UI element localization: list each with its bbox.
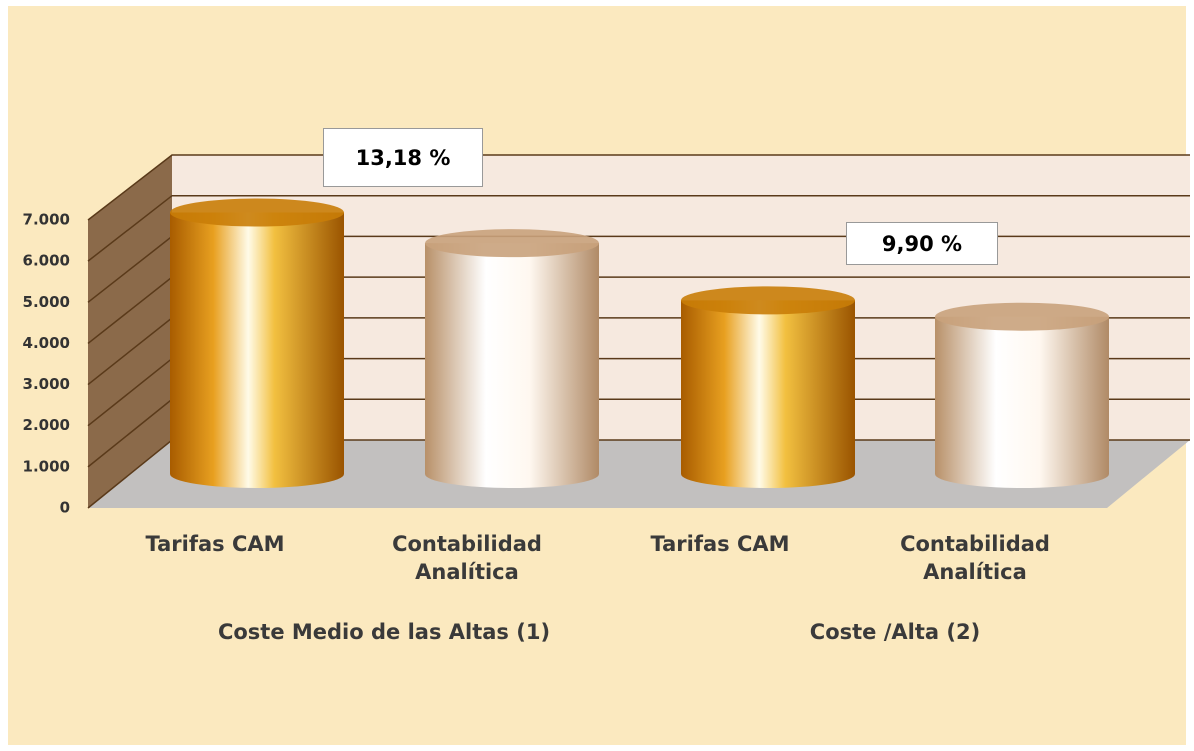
bar [935, 302, 1109, 488]
bar-top [935, 302, 1109, 331]
left-wall [88, 155, 172, 508]
y-tick-label: 6.000 [23, 252, 70, 270]
y-tick-label: 2.000 [23, 416, 70, 434]
x-tick-label: Tarifas CAM [650, 532, 790, 556]
group-label: Coste /Alta (2) [809, 620, 981, 644]
group-label: Coste Medio de las Altas (1) [217, 620, 551, 644]
floor [88, 440, 1190, 508]
grid-line [87, 154, 1190, 221]
bar [170, 198, 344, 488]
annotation: 13,18 % [323, 128, 483, 187]
bar-body [681, 300, 855, 488]
grid-line [87, 194, 1190, 262]
x-tick-label: Tarifas CAM [145, 532, 285, 556]
y-tick-label: 5.000 [23, 293, 70, 311]
x-tick-label: Contabilidad Analítica [900, 532, 1050, 584]
y-tick-label: 3.000 [23, 375, 70, 393]
bar-body [170, 212, 344, 488]
bar [681, 286, 855, 488]
bar-top [681, 286, 855, 315]
bar-top [425, 229, 599, 258]
y-tick-label: 7.000 [23, 211, 70, 229]
x-tick-label: Contabilidad Analítica [392, 532, 542, 584]
y-tick-label: 0 [60, 499, 70, 517]
bar-body [935, 316, 1109, 488]
bar-top [170, 198, 344, 227]
bar [425, 229, 599, 488]
y-tick-label: 1.000 [23, 457, 70, 475]
bar-body [425, 243, 599, 488]
y-tick-label: 4.000 [23, 334, 70, 352]
annotation: 9,90 % [846, 222, 998, 265]
